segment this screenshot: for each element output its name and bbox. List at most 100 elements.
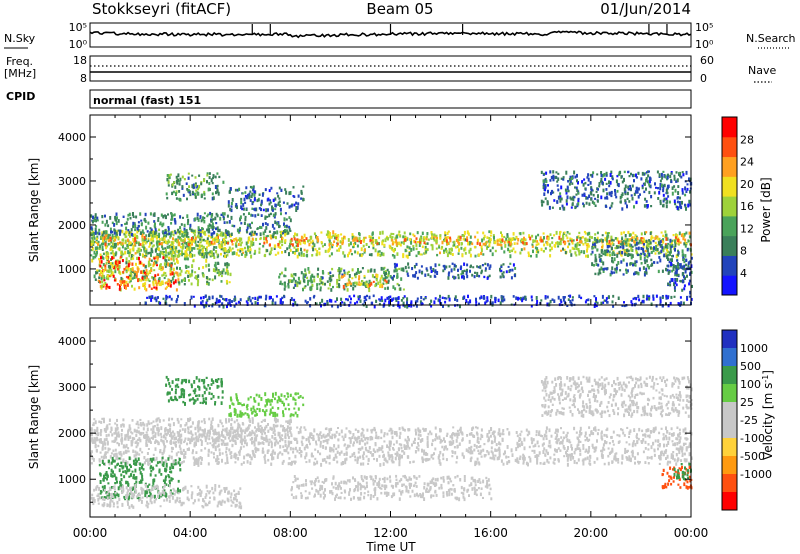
power-cell — [546, 200, 549, 203]
power-cell — [231, 243, 234, 246]
velocity-cell — [309, 434, 312, 439]
power-cell — [131, 284, 133, 288]
power-cell — [583, 192, 586, 196]
power-cell — [366, 283, 369, 288]
power-cell — [500, 246, 503, 250]
power-cell — [368, 245, 370, 248]
power-cell — [438, 246, 441, 249]
nsky-panel: N.Sky 10⁵ 10⁰ 10⁵ 10⁰ N.Search — [4, 21, 796, 51]
power-cell — [259, 225, 261, 229]
power-cell — [160, 213, 163, 217]
power-cell — [482, 231, 485, 235]
power-cell — [174, 231, 177, 235]
power-cell — [247, 248, 249, 252]
power-cell — [370, 282, 373, 286]
power-cell — [285, 225, 288, 229]
power-cell — [544, 177, 547, 180]
power-cell — [184, 257, 187, 261]
power-cell — [161, 251, 164, 256]
power-cell — [542, 185, 545, 190]
power-cell — [605, 238, 608, 243]
power-cell — [211, 192, 214, 196]
power-cell — [558, 235, 561, 240]
power-cell — [457, 252, 460, 255]
power-cell — [480, 251, 483, 256]
power-cell — [648, 176, 651, 180]
power-cell — [138, 256, 140, 261]
power-cell — [181, 250, 183, 254]
power-cell — [128, 251, 131, 254]
power-cell — [540, 170, 543, 174]
power-cell — [555, 241, 557, 245]
power-cell — [219, 232, 222, 237]
power-cell — [507, 237, 510, 242]
power-cell — [225, 298, 228, 302]
velocity-cell — [145, 459, 147, 462]
power-cell — [610, 204, 613, 208]
power-cell — [352, 239, 355, 242]
velocity-cell — [378, 454, 381, 458]
power-cell — [660, 249, 663, 254]
power-cell — [329, 271, 332, 275]
power-cell — [623, 250, 626, 255]
power-cell — [677, 249, 679, 253]
velocity-cell — [183, 460, 185, 463]
power-cell — [279, 301, 282, 305]
power-cell — [173, 229, 176, 233]
power-cell — [610, 170, 613, 174]
power-cell — [353, 243, 355, 247]
power-cell — [448, 265, 451, 268]
power-cell — [172, 214, 175, 217]
power-cell — [145, 241, 148, 244]
power-cell — [646, 255, 649, 259]
power-cell — [152, 233, 155, 238]
power-cell — [235, 237, 238, 241]
power-cell — [632, 173, 635, 177]
power-cell — [239, 247, 242, 250]
power-cell — [148, 295, 151, 299]
power-cell — [494, 249, 497, 253]
power-cell — [449, 251, 452, 255]
power-cell — [216, 253, 219, 256]
power-cell — [126, 238, 129, 242]
power-cell — [386, 296, 389, 300]
power-cell — [128, 235, 131, 238]
power-cell — [154, 274, 157, 278]
power-cell — [630, 233, 632, 236]
power-cell — [486, 246, 488, 250]
power-cell — [404, 235, 407, 239]
power-cell — [402, 236, 405, 239]
velocity-cell — [508, 460, 511, 464]
power-cell — [184, 264, 187, 268]
power-cell — [166, 177, 169, 182]
velocity-cell — [457, 432, 460, 436]
power-cell — [480, 245, 483, 249]
power-cell — [183, 227, 186, 231]
velocity-cell — [315, 443, 318, 446]
power-cell — [619, 195, 622, 200]
power-cell — [243, 197, 246, 202]
power-cell — [583, 194, 586, 197]
velocity-cell — [320, 434, 323, 439]
power-cell — [546, 295, 549, 299]
power-cell — [674, 272, 677, 275]
power-cell — [155, 286, 158, 290]
velocity-cell — [557, 447, 560, 450]
velocity-cell — [462, 455, 465, 459]
power-cell — [205, 248, 208, 252]
power-cell — [210, 250, 213, 255]
power-cell — [142, 244, 145, 249]
power-cell — [205, 264, 208, 268]
power-cell — [306, 301, 309, 304]
power-cell — [431, 233, 433, 236]
power-cell — [142, 263, 145, 266]
power-cell — [164, 231, 166, 235]
power-cell — [177, 235, 180, 239]
power-cell — [116, 259, 119, 264]
power-cell — [486, 263, 489, 267]
velocity-cell — [173, 432, 176, 437]
power-cell — [194, 271, 197, 274]
velocity-cell — [349, 441, 352, 444]
power-cell — [408, 304, 410, 308]
power-cell — [605, 171, 608, 176]
